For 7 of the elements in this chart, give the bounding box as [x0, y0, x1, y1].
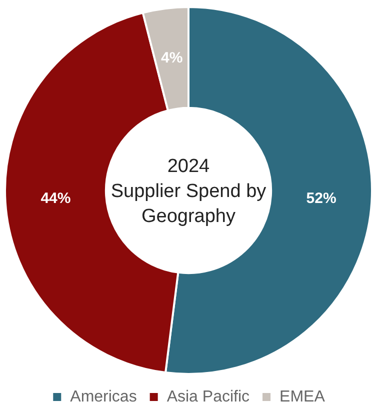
- legend-label: Americas: [70, 388, 137, 406]
- data-label: 4%: [160, 50, 183, 67]
- data-label: 52%: [306, 190, 336, 207]
- legend-label: EMEA: [280, 388, 326, 406]
- data-label: 44%: [40, 190, 71, 207]
- text: 2024 Supplier Spend by Geography: [110, 156, 266, 226]
- legend-label: Asia Pacific: [166, 388, 250, 406]
